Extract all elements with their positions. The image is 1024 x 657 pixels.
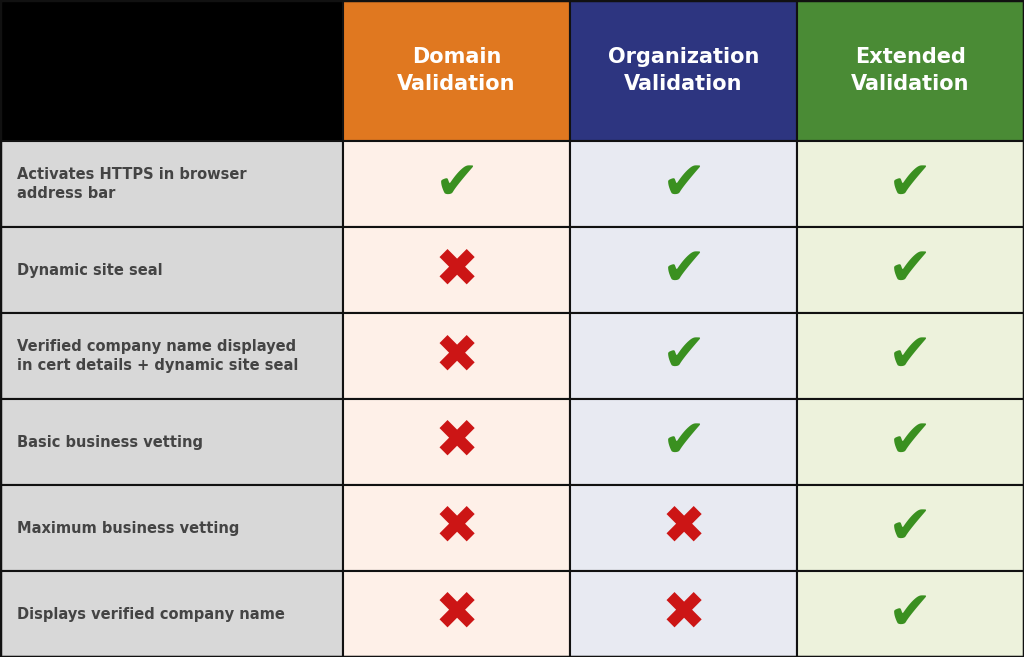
- Text: ✔: ✔: [662, 416, 706, 468]
- Text: ✖: ✖: [662, 588, 706, 640]
- Bar: [797, 399, 1024, 485]
- Bar: [797, 141, 1024, 227]
- Text: Extended
Validation: Extended Validation: [851, 47, 970, 94]
- Bar: [570, 141, 797, 227]
- Bar: [343, 313, 570, 399]
- Bar: [0, 0, 343, 141]
- Bar: [570, 227, 797, 313]
- Bar: [570, 313, 797, 399]
- Bar: [343, 399, 570, 485]
- Bar: [0, 485, 343, 571]
- Text: ✔: ✔: [889, 330, 933, 382]
- Bar: [797, 0, 1024, 141]
- Text: Verified company name displayed
in cert details + dynamic site seal: Verified company name displayed in cert …: [17, 339, 299, 373]
- Text: ✔: ✔: [662, 330, 706, 382]
- Bar: [343, 227, 570, 313]
- Text: ✖: ✖: [434, 502, 478, 554]
- Text: ✔: ✔: [889, 502, 933, 554]
- Text: Displays verified company name: Displays verified company name: [17, 606, 285, 622]
- Bar: [343, 485, 570, 571]
- Bar: [570, 571, 797, 657]
- Text: ✖: ✖: [434, 244, 478, 296]
- Bar: [343, 141, 570, 227]
- Text: ✔: ✔: [662, 158, 706, 210]
- Bar: [343, 571, 570, 657]
- Text: Organization
Validation: Organization Validation: [608, 47, 759, 94]
- Text: ✔: ✔: [662, 244, 706, 296]
- Bar: [797, 227, 1024, 313]
- Bar: [570, 0, 797, 141]
- Bar: [0, 571, 343, 657]
- Text: Domain
Validation: Domain Validation: [397, 47, 516, 94]
- Bar: [0, 227, 343, 313]
- Text: ✖: ✖: [662, 502, 706, 554]
- Bar: [797, 485, 1024, 571]
- Text: ✔: ✔: [434, 158, 478, 210]
- Text: ✖: ✖: [434, 330, 478, 382]
- Bar: [570, 485, 797, 571]
- Bar: [0, 141, 343, 227]
- Text: ✔: ✔: [889, 244, 933, 296]
- Bar: [0, 313, 343, 399]
- Bar: [0, 399, 343, 485]
- Bar: [797, 571, 1024, 657]
- Text: Dynamic site seal: Dynamic site seal: [17, 263, 163, 278]
- Bar: [797, 313, 1024, 399]
- Text: ✔: ✔: [889, 158, 933, 210]
- Text: Basic business vetting: Basic business vetting: [17, 435, 203, 449]
- Text: Activates HTTPS in browser
address bar: Activates HTTPS in browser address bar: [17, 167, 247, 201]
- Text: ✖: ✖: [434, 416, 478, 468]
- Bar: [570, 399, 797, 485]
- Text: ✔: ✔: [889, 416, 933, 468]
- Text: ✖: ✖: [434, 588, 478, 640]
- Bar: [343, 0, 570, 141]
- Text: ✔: ✔: [889, 588, 933, 640]
- Text: Maximum business vetting: Maximum business vetting: [17, 520, 240, 535]
